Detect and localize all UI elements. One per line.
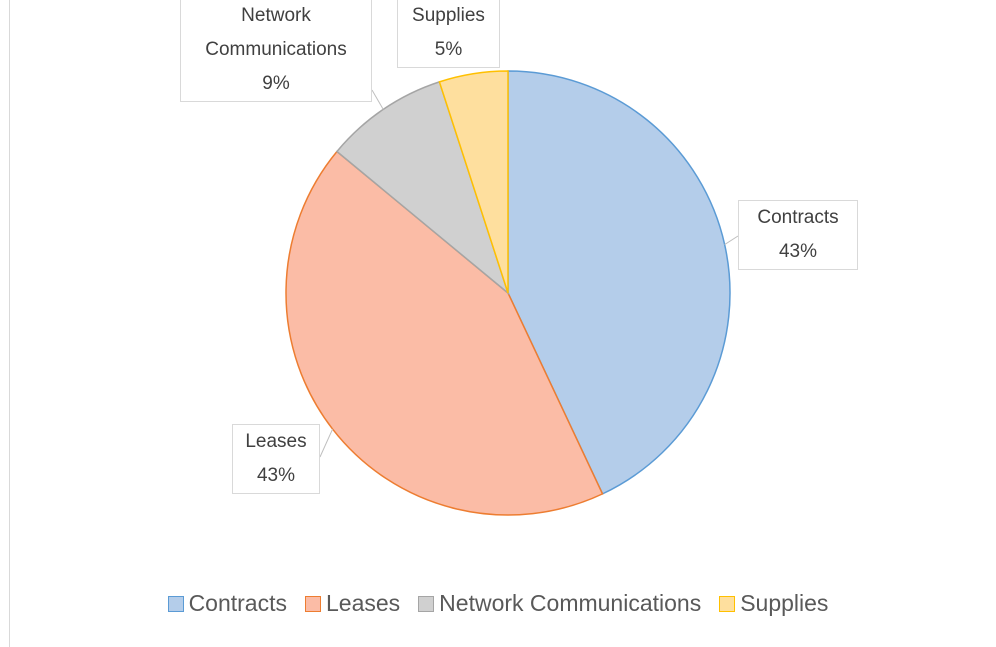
- legend-label: Supplies: [740, 590, 829, 616]
- legend-item: Contracts: [167, 590, 287, 617]
- data-label: Supplies 5%: [397, 0, 500, 68]
- legend-label: Contracts: [188, 590, 287, 616]
- legend-swatch: [418, 595, 435, 612]
- legend-item: Leases: [305, 590, 400, 617]
- chart-frame: [9, 0, 10, 647]
- callout-line: [724, 235, 739, 245]
- data-label: Network Communications 9%: [180, 0, 372, 102]
- legend-item: Network Communications: [418, 590, 701, 617]
- data-label: Leases 43%: [232, 424, 320, 494]
- callout-line: [319, 428, 334, 458]
- label-category: Leases: [245, 431, 307, 452]
- legend-label: Network Communications: [439, 590, 702, 616]
- data-label: Contracts 43%: [738, 200, 858, 270]
- label-category: Contracts: [757, 207, 839, 228]
- label-value: 43%: [778, 241, 818, 262]
- pie-slice: [507, 70, 731, 495]
- label-category: Supplies: [412, 5, 485, 26]
- pie-slice: [438, 70, 509, 294]
- legend-item: Supplies: [719, 590, 828, 617]
- pie-slice: [335, 80, 510, 296]
- legend-label: Leases: [326, 590, 401, 616]
- pie-slice: [285, 150, 604, 516]
- legend: Contracts Leases Network Communications Sup…: [0, 590, 996, 617]
- label-value: 43%: [256, 465, 296, 486]
- legend-swatch: [305, 595, 321, 612]
- label-category: Network Communications: [205, 5, 347, 60]
- legend-swatch: [719, 595, 736, 612]
- label-value: 9%: [262, 73, 290, 94]
- callout-line: [371, 89, 384, 110]
- legend-swatch: [167, 595, 184, 612]
- label-value: 5%: [434, 39, 463, 60]
